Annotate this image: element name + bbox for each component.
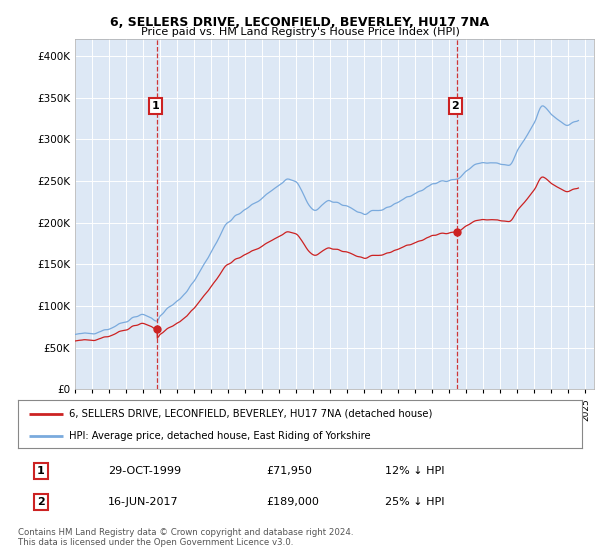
Text: 1: 1	[37, 466, 44, 476]
Text: £71,950: £71,950	[266, 466, 312, 476]
Text: Price paid vs. HM Land Registry's House Price Index (HPI): Price paid vs. HM Land Registry's House …	[140, 27, 460, 38]
Text: 25% ↓ HPI: 25% ↓ HPI	[385, 497, 444, 507]
Text: 2: 2	[37, 497, 44, 507]
Text: Contains HM Land Registry data © Crown copyright and database right 2024.
This d: Contains HM Land Registry data © Crown c…	[18, 528, 353, 548]
Text: 29-OCT-1999: 29-OCT-1999	[108, 466, 181, 476]
Text: 6, SELLERS DRIVE, LECONFIELD, BEVERLEY, HU17 7NA: 6, SELLERS DRIVE, LECONFIELD, BEVERLEY, …	[110, 16, 490, 29]
Text: HPI: Average price, detached house, East Riding of Yorkshire: HPI: Average price, detached house, East…	[69, 431, 370, 441]
Text: 16-JUN-2017: 16-JUN-2017	[108, 497, 179, 507]
Text: 12% ↓ HPI: 12% ↓ HPI	[385, 466, 444, 476]
Text: 2: 2	[452, 101, 460, 111]
Text: £189,000: £189,000	[266, 497, 319, 507]
Text: 1: 1	[152, 101, 160, 111]
Text: 6, SELLERS DRIVE, LECONFIELD, BEVERLEY, HU17 7NA (detached house): 6, SELLERS DRIVE, LECONFIELD, BEVERLEY, …	[69, 409, 432, 419]
